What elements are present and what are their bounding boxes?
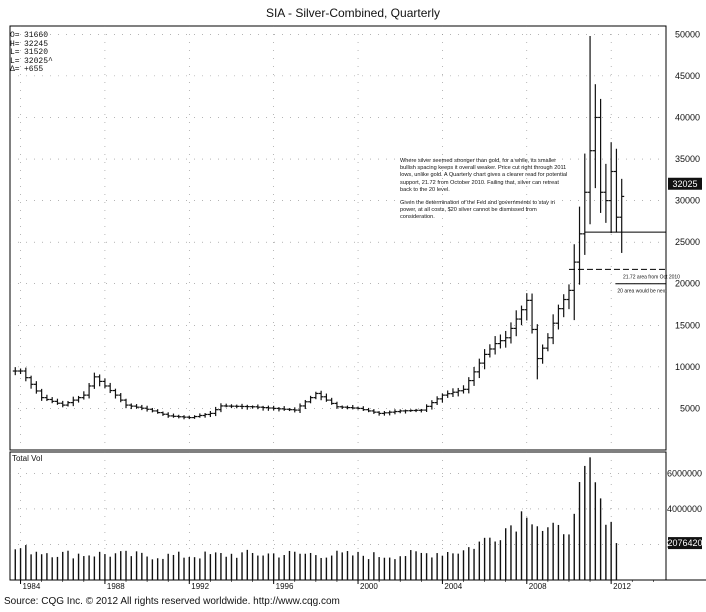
price-last-value-tag-bg	[668, 177, 702, 190]
source-footer: Source: CQG Inc. © 2012 All rights reser…	[4, 596, 340, 607]
price-panel-frame	[9, 25, 667, 451]
volume-panel-frame	[9, 451, 667, 581]
x-tick-label: 2012	[613, 582, 631, 591]
price-tick-label: 5000	[680, 403, 700, 413]
ohlc-row: Δ= +655	[10, 65, 53, 75]
x-tick-label: 1984	[23, 582, 41, 591]
ohlc-key: L=	[10, 48, 20, 57]
reference-line-label: 21.72 area from Oct 2010	[623, 274, 680, 280]
price-tick-label: 10000	[675, 362, 700, 372]
ohlc-row: L= 32025^	[10, 56, 53, 67]
price-tick-label: 45000	[675, 71, 700, 81]
price-tick-label: 50000	[675, 29, 700, 39]
ohlc-readout: O= 31660 H= 32245 L= 31520 L= 32025^ Δ= +655	[10, 31, 53, 75]
ohlc-key: L=	[10, 56, 20, 66]
price-tick-label: 20000	[675, 279, 700, 289]
price-tick-label: 15000	[675, 320, 700, 330]
price-last-value-tag: 32025	[672, 179, 697, 189]
x-tick-label: 1996	[276, 582, 294, 591]
volume-tick-label: 4000000	[667, 504, 702, 514]
chart-title: SIA - Silver-Combined, Quarterly	[265, 6, 441, 20]
reference-line-label: 20 area would be next	[617, 289, 667, 295]
ohlc-value: 32245	[24, 39, 49, 49]
ohlc-value: 31660	[24, 31, 49, 40]
ohlc-key: Δ=	[10, 65, 20, 74]
ohlc-value: 31520	[24, 48, 49, 57]
x-tick-label: 1992	[191, 582, 209, 591]
x-tick-label: 2000	[360, 582, 378, 591]
volume-tick-label: 6000000	[667, 468, 702, 478]
x-tick-label: 2004	[444, 582, 462, 591]
x-tick-label: 1988	[107, 582, 125, 591]
annotation-paragraph-2: Given the determination of the Fed and g…	[400, 200, 555, 221]
ohlc-value: +655	[24, 65, 44, 74]
ohlc-value: 32025^	[24, 56, 53, 66]
ohlc-row: H= 32245	[10, 39, 53, 50]
price-tick-label: 40000	[675, 112, 700, 122]
x-tick-label: 2008	[529, 582, 547, 591]
annotation-text: Where silver seemed stronger than gold, …	[400, 158, 570, 228]
ohlc-row: L= 31520	[10, 48, 53, 58]
volume-last-value-tag: 2076420	[667, 538, 702, 548]
volume-last-value-tag-bg	[668, 537, 702, 550]
ohlc-key: H=	[10, 39, 20, 49]
price-tick-label: 30000	[675, 196, 700, 206]
ohlc-row: O= 31660	[10, 31, 53, 41]
price-tick-label: 25000	[675, 237, 700, 247]
volume-panel-title: Total Vol	[12, 454, 42, 463]
ohlc-key: O=	[10, 31, 20, 40]
annotation-paragraph-1: Where silver seemed stronger than gold, …	[400, 158, 568, 193]
price-tick-label: 35000	[675, 154, 700, 164]
